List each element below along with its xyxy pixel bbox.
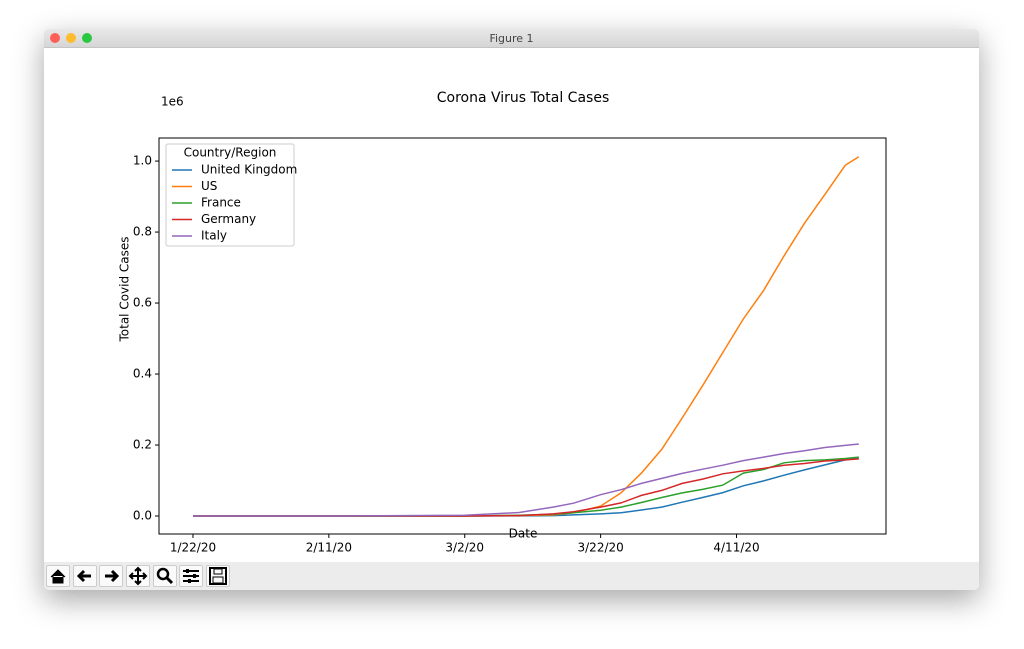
title-bar: Figure 1 [44,29,979,48]
legend-label: US [201,179,217,193]
home-button[interactable] [46,565,70,587]
legend-box [165,143,295,247]
legend-label: France [201,196,241,210]
data-line [193,457,859,517]
y-tick-label: 0.8 [133,225,152,239]
chart-title: Corona Virus Total Cases [437,90,610,106]
chart: Corona Virus Total Cases Date Total Covi… [118,90,887,555]
configure-button[interactable] [179,565,203,587]
zoom-tool-button[interactable] [153,565,177,587]
legend-title: Country/Region [184,146,277,160]
close-button[interactable] [50,33,60,43]
y-tick-label: 0.4 [133,367,152,381]
forward-button[interactable] [99,565,123,587]
legend-label: Italy [201,229,227,243]
y-tick-label: 0.2 [133,438,152,452]
legend-label: United Kingdom [201,163,297,177]
y-tick-label: 0.0 [133,509,152,523]
x-tick-label: 3/22/20 [578,541,624,555]
x-tick-label: 2/11/20 [306,541,352,555]
window-title: Figure 1 [489,32,534,45]
zoom-button[interactable] [82,33,92,43]
y-axis-label: Total Covid Cases [118,236,132,342]
y-offset-label: 1e6 [161,95,184,109]
x-tick-label: 4/11/20 [713,541,759,555]
pan-button[interactable] [126,565,150,587]
data-line [193,456,859,517]
legend-label: Germany [201,212,256,226]
x-tick-label: 1/22/20 [170,541,216,555]
back-button[interactable] [73,565,97,587]
data-line [193,458,859,517]
y-tick-label: 0.6 [133,296,152,310]
plot-frame [158,137,887,535]
save-button[interactable] [206,565,230,587]
x-tick-label: 3/2/20 [445,541,484,555]
y-tick-label: 1.0 [133,154,152,168]
window: Figure 1 Corona Virus Total Cases Date T… [44,29,979,590]
toolbar [44,562,979,590]
data-line [193,443,859,517]
minimize-button[interactable] [66,33,76,43]
